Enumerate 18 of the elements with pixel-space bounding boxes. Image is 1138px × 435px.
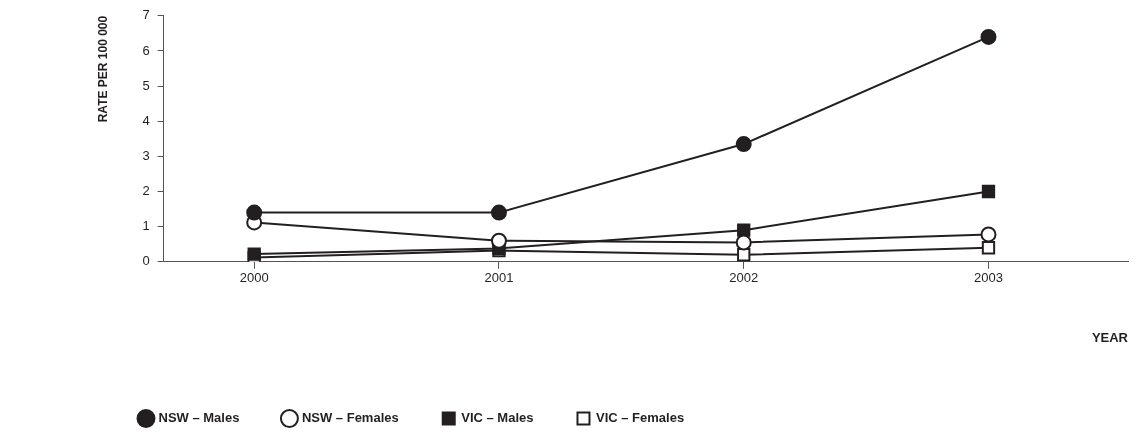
legend-label: NSW – Males	[158, 410, 240, 426]
y-tick-label: 3	[142, 147, 150, 163]
y-tick-label: 4	[142, 112, 150, 128]
x-tick-label: 2001	[484, 270, 514, 286]
y-axis-title: RATE PER 100 000	[95, 15, 110, 123]
y-tick-label: 7	[142, 7, 150, 23]
legend-label: VIC – Females	[595, 410, 685, 426]
x-tick-label: 2000	[239, 270, 269, 286]
y-tick-label: 0	[142, 253, 150, 269]
y-tick-label: 5	[142, 77, 150, 93]
x-tick-label: 2003	[974, 270, 1003, 286]
x-tick-label: 2002	[729, 270, 759, 286]
legend-label: VIC – Males	[461, 410, 534, 426]
x-axis-title: YEAR	[1091, 329, 1129, 345]
y-tick-label: 1	[142, 218, 150, 234]
y-tick-label: 2	[142, 183, 150, 199]
y-tick-label: 6	[142, 42, 150, 58]
legend-label: NSW – Females	[301, 410, 399, 426]
